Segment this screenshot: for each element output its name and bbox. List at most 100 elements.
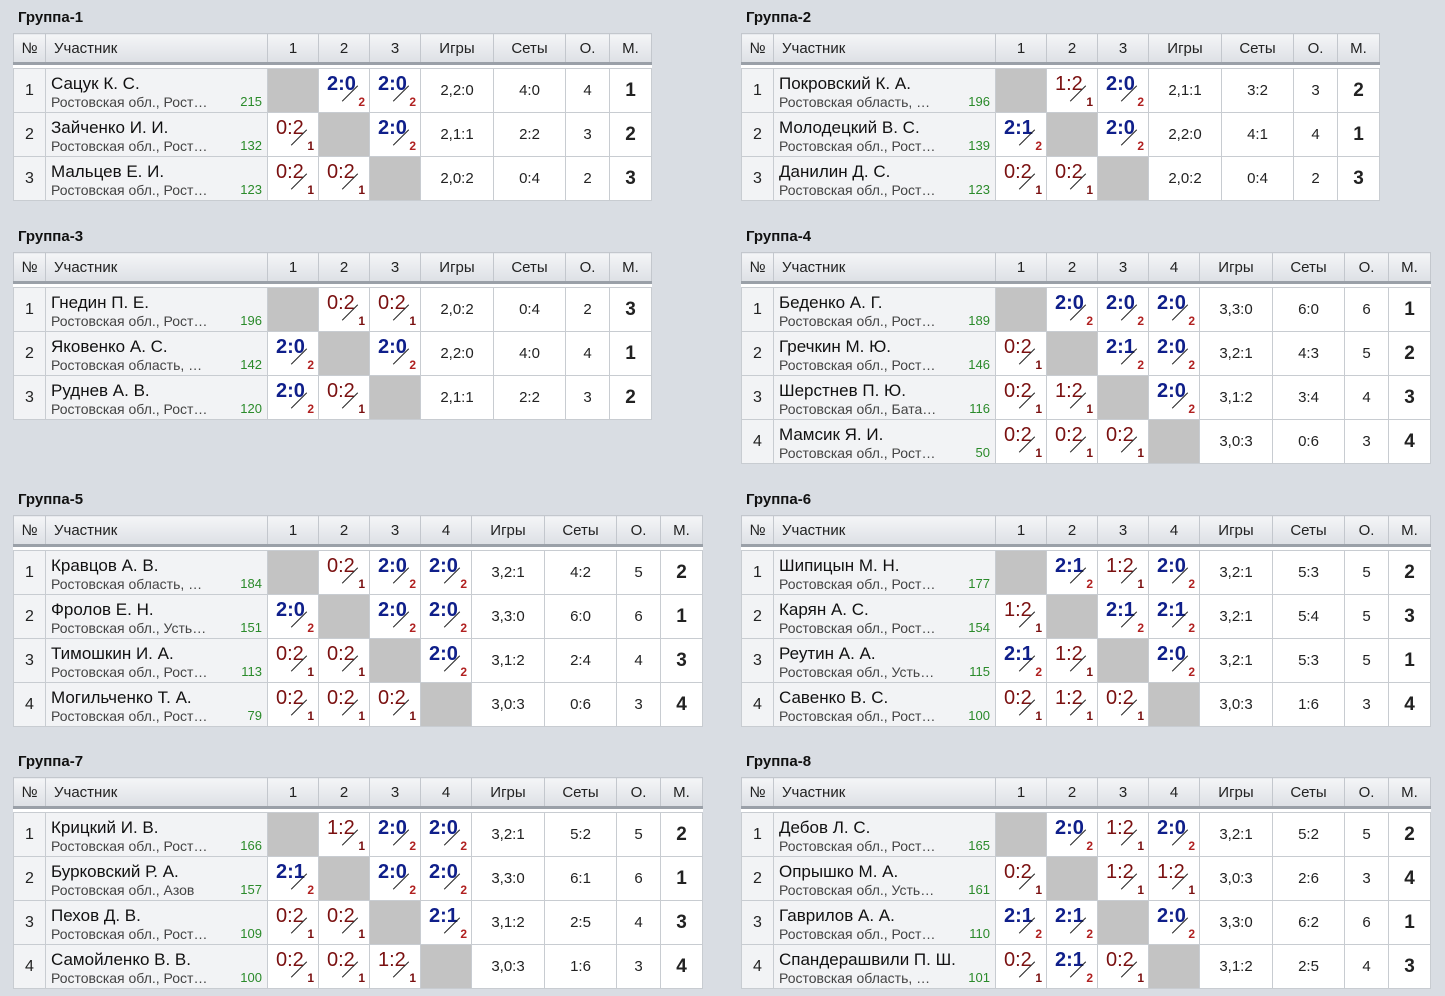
player-name[interactable]: Беденко А. Г. (779, 293, 883, 312)
player-name[interactable]: Карян А. С. (779, 600, 869, 619)
match-score-cell[interactable]: 2:1 2 (1046, 944, 1098, 989)
player-name[interactable]: Данилин Д. С. (779, 162, 891, 181)
match-score-cell[interactable]: 1:2 1 (1046, 638, 1098, 683)
match-score-cell[interactable]: 0:2 1 (1097, 944, 1149, 989)
player-name[interactable]: Пехов Д. В. (51, 906, 141, 925)
match-score-cell[interactable]: 0:2 1 (995, 682, 1047, 727)
match-score-cell[interactable]: 0:2 1 (318, 287, 370, 332)
match-score-cell[interactable]: 0:2 1 (318, 550, 370, 595)
match-score-cell[interactable]: 2:1 2 (267, 856, 319, 901)
match-score-cell[interactable]: 1:2 1 (995, 594, 1047, 639)
match-score-cell[interactable]: 0:2 1 (1097, 682, 1149, 727)
match-score-cell[interactable]: 0:2 1 (267, 156, 319, 201)
match-score-cell[interactable]: 2:0 2 (1097, 68, 1149, 113)
match-score-cell[interactable]: 0:2 1 (1097, 419, 1149, 464)
player-name[interactable]: Реутин А. А. (779, 644, 876, 663)
match-score-cell[interactable]: 0:2 1 (369, 682, 421, 727)
match-score-cell[interactable]: 0:2 1 (318, 375, 370, 420)
player-name[interactable]: Гречкин М. Ю. (779, 337, 892, 356)
match-score-cell[interactable]: 0:2 1 (995, 856, 1047, 901)
match-score-cell[interactable]: 0:2 1 (267, 900, 319, 945)
player-name[interactable]: Шипицын М. Н. (779, 556, 900, 575)
match-score-cell[interactable]: 2:1 2 (995, 112, 1047, 157)
player-name[interactable]: Мамсик Я. И. (779, 425, 884, 444)
match-score-cell[interactable]: 2:1 2 (1097, 594, 1149, 639)
match-score-cell[interactable]: 2:0 2 (1148, 331, 1200, 376)
match-score-cell[interactable]: 2:0 2 (1097, 287, 1149, 332)
match-score-cell[interactable]: 2:0 2 (1148, 550, 1200, 595)
match-score-cell[interactable]: 2:0 2 (1148, 638, 1200, 683)
match-score-cell[interactable]: 0:2 1 (995, 419, 1047, 464)
match-score-cell[interactable]: 2:1 2 (1046, 900, 1098, 945)
match-score-cell[interactable]: 0:2 1 (369, 287, 421, 332)
match-score-cell[interactable]: 1:2 1 (1097, 550, 1149, 595)
player-name[interactable]: Кравцов А. В. (51, 556, 159, 575)
player-name[interactable]: Гаврилов А. А. (779, 906, 895, 925)
player-name[interactable]: Руднев А. В. (51, 381, 150, 400)
match-score-cell[interactable]: 2:0 2 (1148, 900, 1200, 945)
match-score-cell[interactable]: 1:2 1 (1097, 812, 1149, 857)
match-score-cell[interactable]: 2:0 2 (1148, 287, 1200, 332)
match-score-cell[interactable]: 2:1 2 (420, 900, 472, 945)
match-score-cell[interactable]: 0:2 1 (267, 944, 319, 989)
match-score-cell[interactable]: 0:2 1 (267, 112, 319, 157)
match-score-cell[interactable]: 2:0 2 (369, 550, 421, 595)
match-score-cell[interactable]: 2:0 2 (267, 375, 319, 420)
match-score-cell[interactable]: 0:2 1 (318, 682, 370, 727)
match-score-cell[interactable]: 2:0 2 (420, 594, 472, 639)
match-score-cell[interactable]: 2:0 2 (369, 112, 421, 157)
match-score-cell[interactable]: 2:1 2 (1148, 594, 1200, 639)
match-score-cell[interactable]: 2:0 2 (267, 594, 319, 639)
match-score-cell[interactable]: 0:2 1 (318, 944, 370, 989)
match-score-cell[interactable]: 0:2 1 (995, 944, 1047, 989)
player-name[interactable]: Гнедин П. Е. (51, 293, 149, 312)
match-score-cell[interactable]: 0:2 1 (995, 156, 1047, 201)
player-name[interactable]: Зайченко И. И. (51, 118, 169, 137)
match-score-cell[interactable]: 1:2 1 (369, 944, 421, 989)
player-name[interactable]: Опрышко М. А. (779, 862, 899, 881)
player-name[interactable]: Шерстнев П. Ю. (779, 381, 906, 400)
match-score-cell[interactable]: 0:2 1 (1046, 419, 1098, 464)
match-score-cell[interactable]: 1:2 1 (1046, 68, 1098, 113)
match-score-cell[interactable]: 2:1 2 (1046, 550, 1098, 595)
match-score-cell[interactable]: 0:2 1 (318, 638, 370, 683)
match-score-cell[interactable]: 2:0 2 (369, 68, 421, 113)
match-score-cell[interactable]: 0:2 1 (318, 156, 370, 201)
match-score-cell[interactable]: 2:0 2 (369, 331, 421, 376)
player-name[interactable]: Мальцев Е. И. (51, 162, 165, 181)
match-score-cell[interactable]: 0:2 1 (318, 900, 370, 945)
player-name[interactable]: Молодецкий В. С. (779, 118, 920, 137)
player-name[interactable]: Савенко В. С. (779, 688, 889, 707)
match-score-cell[interactable]: 2:0 2 (369, 594, 421, 639)
match-score-cell[interactable]: 2:0 2 (267, 331, 319, 376)
player-name[interactable]: Спандерашвили П. Ш. (779, 950, 956, 969)
match-score-cell[interactable]: 1:2 1 (318, 812, 370, 857)
match-score-cell[interactable]: 2:0 2 (1097, 112, 1149, 157)
match-score-cell[interactable]: 2:0 2 (1046, 812, 1098, 857)
player-name[interactable]: Фролов Е. Н. (51, 600, 154, 619)
match-score-cell[interactable]: 1:2 1 (1148, 856, 1200, 901)
match-score-cell[interactable]: 2:0 2 (420, 812, 472, 857)
match-score-cell[interactable]: 0:2 1 (267, 682, 319, 727)
player-name[interactable]: Могильченко Т. А. (51, 688, 192, 707)
match-score-cell[interactable]: 2:1 2 (1097, 331, 1149, 376)
match-score-cell[interactable]: 0:2 1 (995, 375, 1047, 420)
player-name[interactable]: Самойленко В. В. (51, 950, 191, 969)
player-name[interactable]: Яковенко А. С. (51, 337, 168, 356)
match-score-cell[interactable]: 0:2 1 (995, 331, 1047, 376)
match-score-cell[interactable]: 2:0 2 (318, 68, 370, 113)
match-score-cell[interactable]: 2:0 2 (1148, 812, 1200, 857)
match-score-cell[interactable]: 2:0 2 (369, 856, 421, 901)
match-score-cell[interactable]: 0:2 1 (267, 638, 319, 683)
match-score-cell[interactable]: 2:0 2 (420, 550, 472, 595)
match-score-cell[interactable]: 2:1 2 (995, 638, 1047, 683)
match-score-cell[interactable]: 2:0 2 (1046, 287, 1098, 332)
player-name[interactable]: Сацук К. С. (51, 74, 140, 93)
match-score-cell[interactable]: 2:0 2 (1148, 375, 1200, 420)
player-name[interactable]: Покровский К. А. (779, 74, 911, 93)
match-score-cell[interactable]: 0:2 1 (1046, 156, 1098, 201)
match-score-cell[interactable]: 2:0 2 (420, 856, 472, 901)
player-name[interactable]: Бурковский Р. А. (51, 862, 179, 881)
match-score-cell[interactable]: 2:0 2 (369, 812, 421, 857)
match-score-cell[interactable]: 1:2 1 (1046, 682, 1098, 727)
